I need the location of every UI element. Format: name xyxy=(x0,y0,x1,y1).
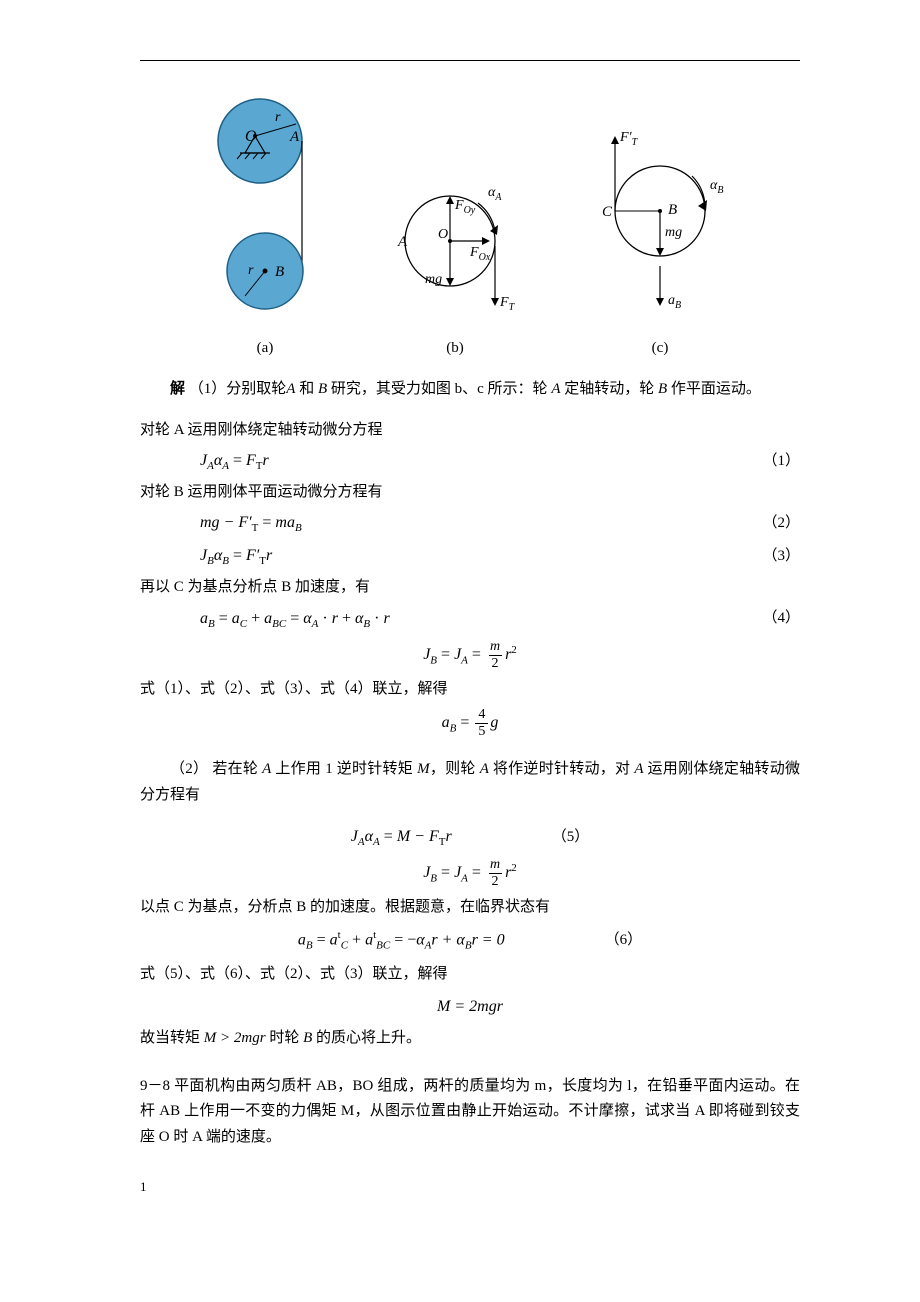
figure-c-caption: (c) xyxy=(570,340,750,357)
eq4-tag: （4） xyxy=(762,606,800,632)
para-2: 对轮 A 运用刚体绕定轴转动微分方程 xyxy=(140,418,800,444)
svg-text:FOx: FOx xyxy=(469,245,491,263)
equation-moment: JB = JA = m2r2 xyxy=(140,640,800,671)
top-rule xyxy=(140,60,800,61)
eq5-tag: （5） xyxy=(552,825,590,851)
figure-a-caption: (a) xyxy=(190,340,340,357)
svg-text:O: O xyxy=(438,227,448,242)
svg-text:FOy: FOy xyxy=(454,198,476,216)
svg-text:C: C xyxy=(602,204,613,220)
svg-text:αA: αA xyxy=(488,185,502,203)
body-text: 解 （1）分别取轮A 和 B 研究，其受力如图 b、c 所示：轮 A 定轴转动，… xyxy=(140,377,800,1150)
equation-6: aB = atC + atBC = −αAr + αBr = 0 （6） xyxy=(140,926,800,955)
para-1: 解 （1）分别取轮A 和 B 研究，其受力如图 b、c 所示：轮 A 定轴转动，… xyxy=(140,377,800,403)
figure-row: O r A r B ( xyxy=(140,91,800,357)
para-3: 对轮 B 运用刚体平面运动微分方程有 xyxy=(140,480,800,506)
svg-text:A: A xyxy=(289,129,300,145)
svg-text:mg: mg xyxy=(665,225,682,240)
equation-result-2: M = 2mgr xyxy=(140,993,800,1020)
equation-4: aB = aC + aBC = αA · r + αB · r （4） xyxy=(140,605,800,634)
figure-b: A O FOy FOx mg FT xyxy=(370,91,540,357)
eq1-tag: （1） xyxy=(762,449,800,475)
solution-label: 解 xyxy=(170,381,185,397)
svg-text:aB: aB xyxy=(668,293,681,311)
para-9: 故当转矩 M > 2mgr 时轮 B 的质心将上升。 xyxy=(140,1026,800,1052)
figure-b-caption: (b) xyxy=(370,340,540,357)
svg-text:A: A xyxy=(397,234,408,250)
equation-moment-2: JB = JA = m2r2 xyxy=(140,858,800,889)
svg-text:r: r xyxy=(275,110,281,125)
svg-text:αB: αB xyxy=(710,178,723,196)
equation-5: JAαA = M − FTr （5） xyxy=(140,823,800,852)
svg-text:mg: mg xyxy=(425,272,442,287)
para-7: 以点 C 为基点，分析点 B 的加速度。根据题意，在临界状态有 xyxy=(140,895,800,921)
para-6: （2） 若在轮 A 上作用 1 逆时针转矩 M，则轮 A 将作逆时针转动，对 A… xyxy=(140,757,800,808)
svg-text:B: B xyxy=(668,202,677,218)
figure-b-svg: A O FOy FOx mg FT xyxy=(370,91,540,331)
figure-c: B C F′T mg aB αB (c) xyxy=(570,91,750,357)
eq6-tag: （6） xyxy=(605,928,643,954)
para-8: 式（5）、式（6）、式（2）、式（3）联立，解得 xyxy=(140,962,800,988)
figure-a: O r A r B ( xyxy=(190,91,340,357)
para-4: 再以 C 为基点分析点 B 加速度，有 xyxy=(140,575,800,601)
para-5: 式（1）、式（2）、式（3）、式（4）联立，解得 xyxy=(140,677,800,703)
equation-1: JAαA = FTr （1） xyxy=(140,447,800,476)
figure-c-svg: B C F′T mg aB αB xyxy=(570,91,750,331)
equation-3: JBαB = F′Tr （3） xyxy=(140,542,800,571)
eq2-tag: （2） xyxy=(762,511,800,537)
svg-text:F′T: F′T xyxy=(619,130,639,148)
svg-text:B: B xyxy=(275,264,284,280)
page: O r A r B ( xyxy=(0,0,920,1225)
svg-text:r: r xyxy=(248,263,254,278)
equation-result-1: aB = 45g xyxy=(140,708,800,739)
equation-2: mg − F′T = maB （2） xyxy=(140,509,800,538)
page-number: 1 xyxy=(140,1179,147,1195)
svg-text:FT: FT xyxy=(499,295,516,313)
figure-a-svg: O r A r B xyxy=(190,91,340,331)
problem-9-8: 9－8 平面机构由两匀质杆 AB，BO 组成，两杆的质量均为 m，长度均为 l，… xyxy=(140,1074,800,1151)
eq3-tag: （3） xyxy=(762,544,800,570)
